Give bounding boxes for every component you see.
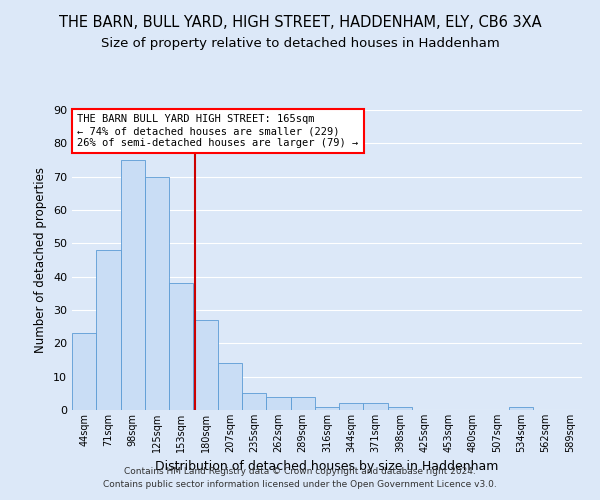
Bar <box>266 396 290 410</box>
Bar <box>509 406 533 410</box>
Bar <box>290 396 315 410</box>
Bar <box>145 176 169 410</box>
Y-axis label: Number of detached properties: Number of detached properties <box>34 167 47 353</box>
Bar <box>96 250 121 410</box>
Bar <box>193 320 218 410</box>
X-axis label: Distribution of detached houses by size in Haddenham: Distribution of detached houses by size … <box>155 460 499 473</box>
Text: THE BARN, BULL YARD, HIGH STREET, HADDENHAM, ELY, CB6 3XA: THE BARN, BULL YARD, HIGH STREET, HADDEN… <box>59 15 541 30</box>
Bar <box>72 334 96 410</box>
Bar <box>364 404 388 410</box>
Text: THE BARN BULL YARD HIGH STREET: 165sqm
← 74% of detached houses are smaller (229: THE BARN BULL YARD HIGH STREET: 165sqm ←… <box>77 114 358 148</box>
Bar <box>218 364 242 410</box>
Bar <box>339 404 364 410</box>
Text: Size of property relative to detached houses in Haddenham: Size of property relative to detached ho… <box>101 38 499 51</box>
Bar <box>242 394 266 410</box>
Text: Contains HM Land Registry data © Crown copyright and database right 2024.: Contains HM Land Registry data © Crown c… <box>124 467 476 476</box>
Bar <box>169 284 193 410</box>
Text: Contains public sector information licensed under the Open Government Licence v3: Contains public sector information licen… <box>103 480 497 489</box>
Bar <box>121 160 145 410</box>
Bar <box>388 406 412 410</box>
Bar <box>315 406 339 410</box>
